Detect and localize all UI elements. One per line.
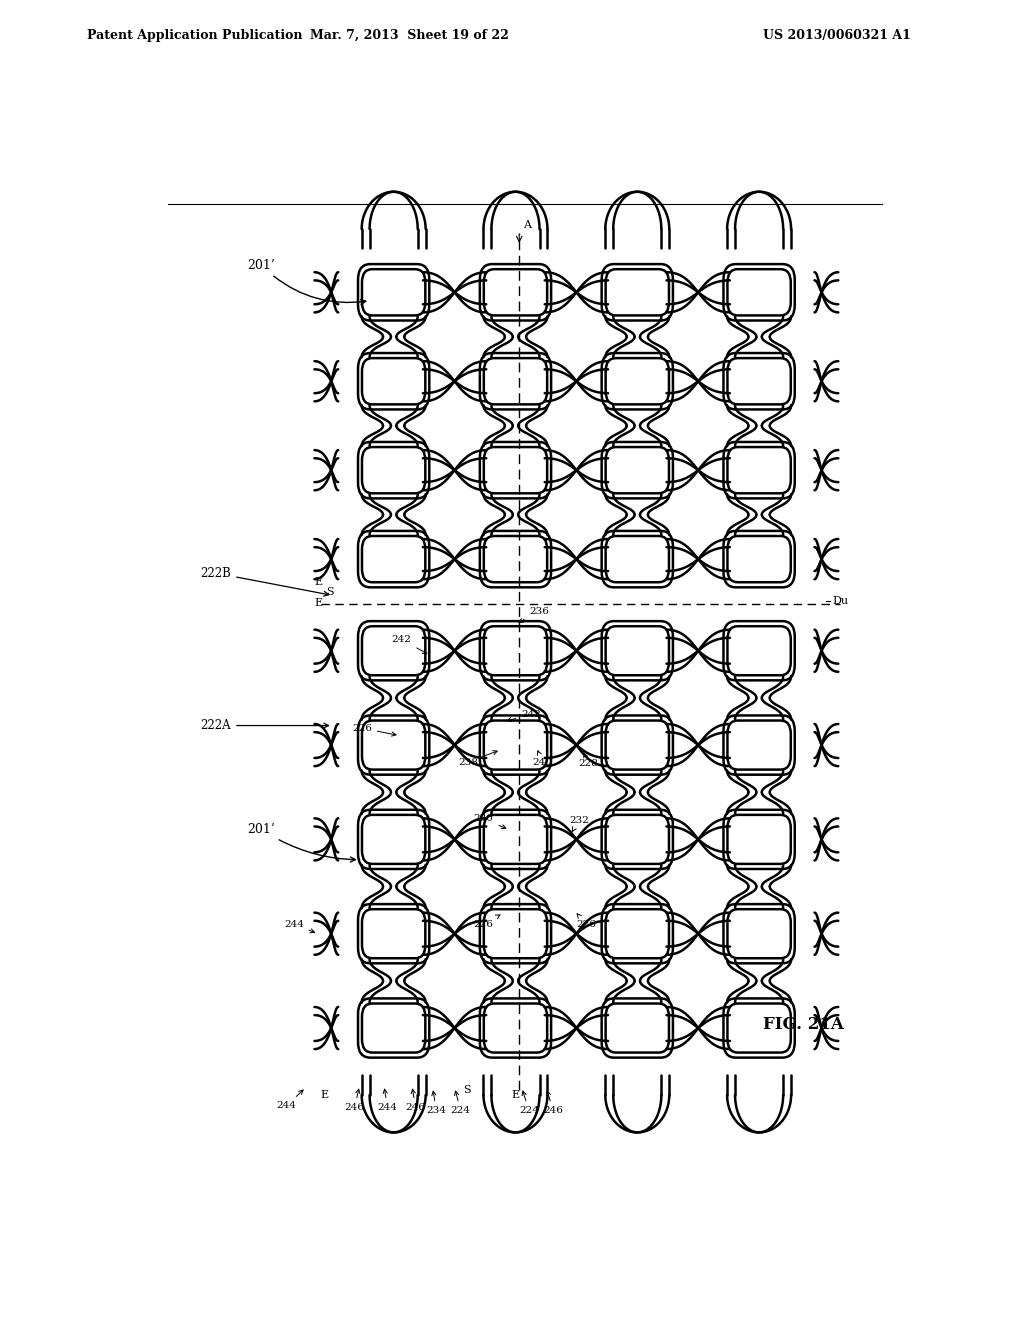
- Text: 246: 246: [544, 1092, 563, 1115]
- Text: A: A: [523, 219, 531, 230]
- Text: 234: 234: [426, 1092, 446, 1115]
- Text: 236: 236: [519, 607, 549, 623]
- Text: 244: 244: [378, 1089, 397, 1113]
- Text: Mar. 7, 2013  Sheet 19 of 22: Mar. 7, 2013 Sheet 19 of 22: [310, 29, 509, 42]
- Text: 242: 242: [391, 635, 427, 653]
- Text: 222A: 222A: [201, 719, 329, 733]
- Text: 238: 238: [458, 751, 498, 767]
- Text: FIG. 21A: FIG. 21A: [763, 1016, 844, 1032]
- Text: 228: 228: [579, 754, 598, 768]
- Text: 244: 244: [276, 1090, 303, 1110]
- Text: 242: 242: [507, 710, 542, 722]
- Text: S: S: [463, 1085, 471, 1096]
- Text: 226: 226: [577, 913, 596, 929]
- Text: E: E: [314, 577, 323, 587]
- Text: 240: 240: [532, 751, 552, 767]
- Text: 246: 246: [345, 1089, 365, 1113]
- Text: 226: 226: [352, 723, 396, 737]
- Text: 201’: 201’: [248, 259, 366, 305]
- Text: US 2013/0060321 A1: US 2013/0060321 A1: [763, 29, 910, 42]
- Text: 230: 230: [474, 814, 506, 829]
- Text: Patent Application Publication: Patent Application Publication: [87, 29, 302, 42]
- Text: 246: 246: [406, 1089, 426, 1113]
- Text: 226: 226: [474, 915, 500, 929]
- Text: 201’: 201’: [248, 822, 355, 862]
- Text: E: E: [511, 1089, 519, 1100]
- Text: 222B: 222B: [201, 566, 329, 597]
- Text: 244: 244: [284, 920, 314, 933]
- Text: E: E: [314, 598, 323, 607]
- Text: 224: 224: [451, 1092, 471, 1115]
- Text: 232: 232: [569, 816, 589, 832]
- Text: Du: Du: [831, 595, 848, 606]
- Text: S: S: [326, 587, 334, 598]
- Text: 224: 224: [519, 1092, 539, 1115]
- Text: E: E: [321, 1089, 329, 1100]
